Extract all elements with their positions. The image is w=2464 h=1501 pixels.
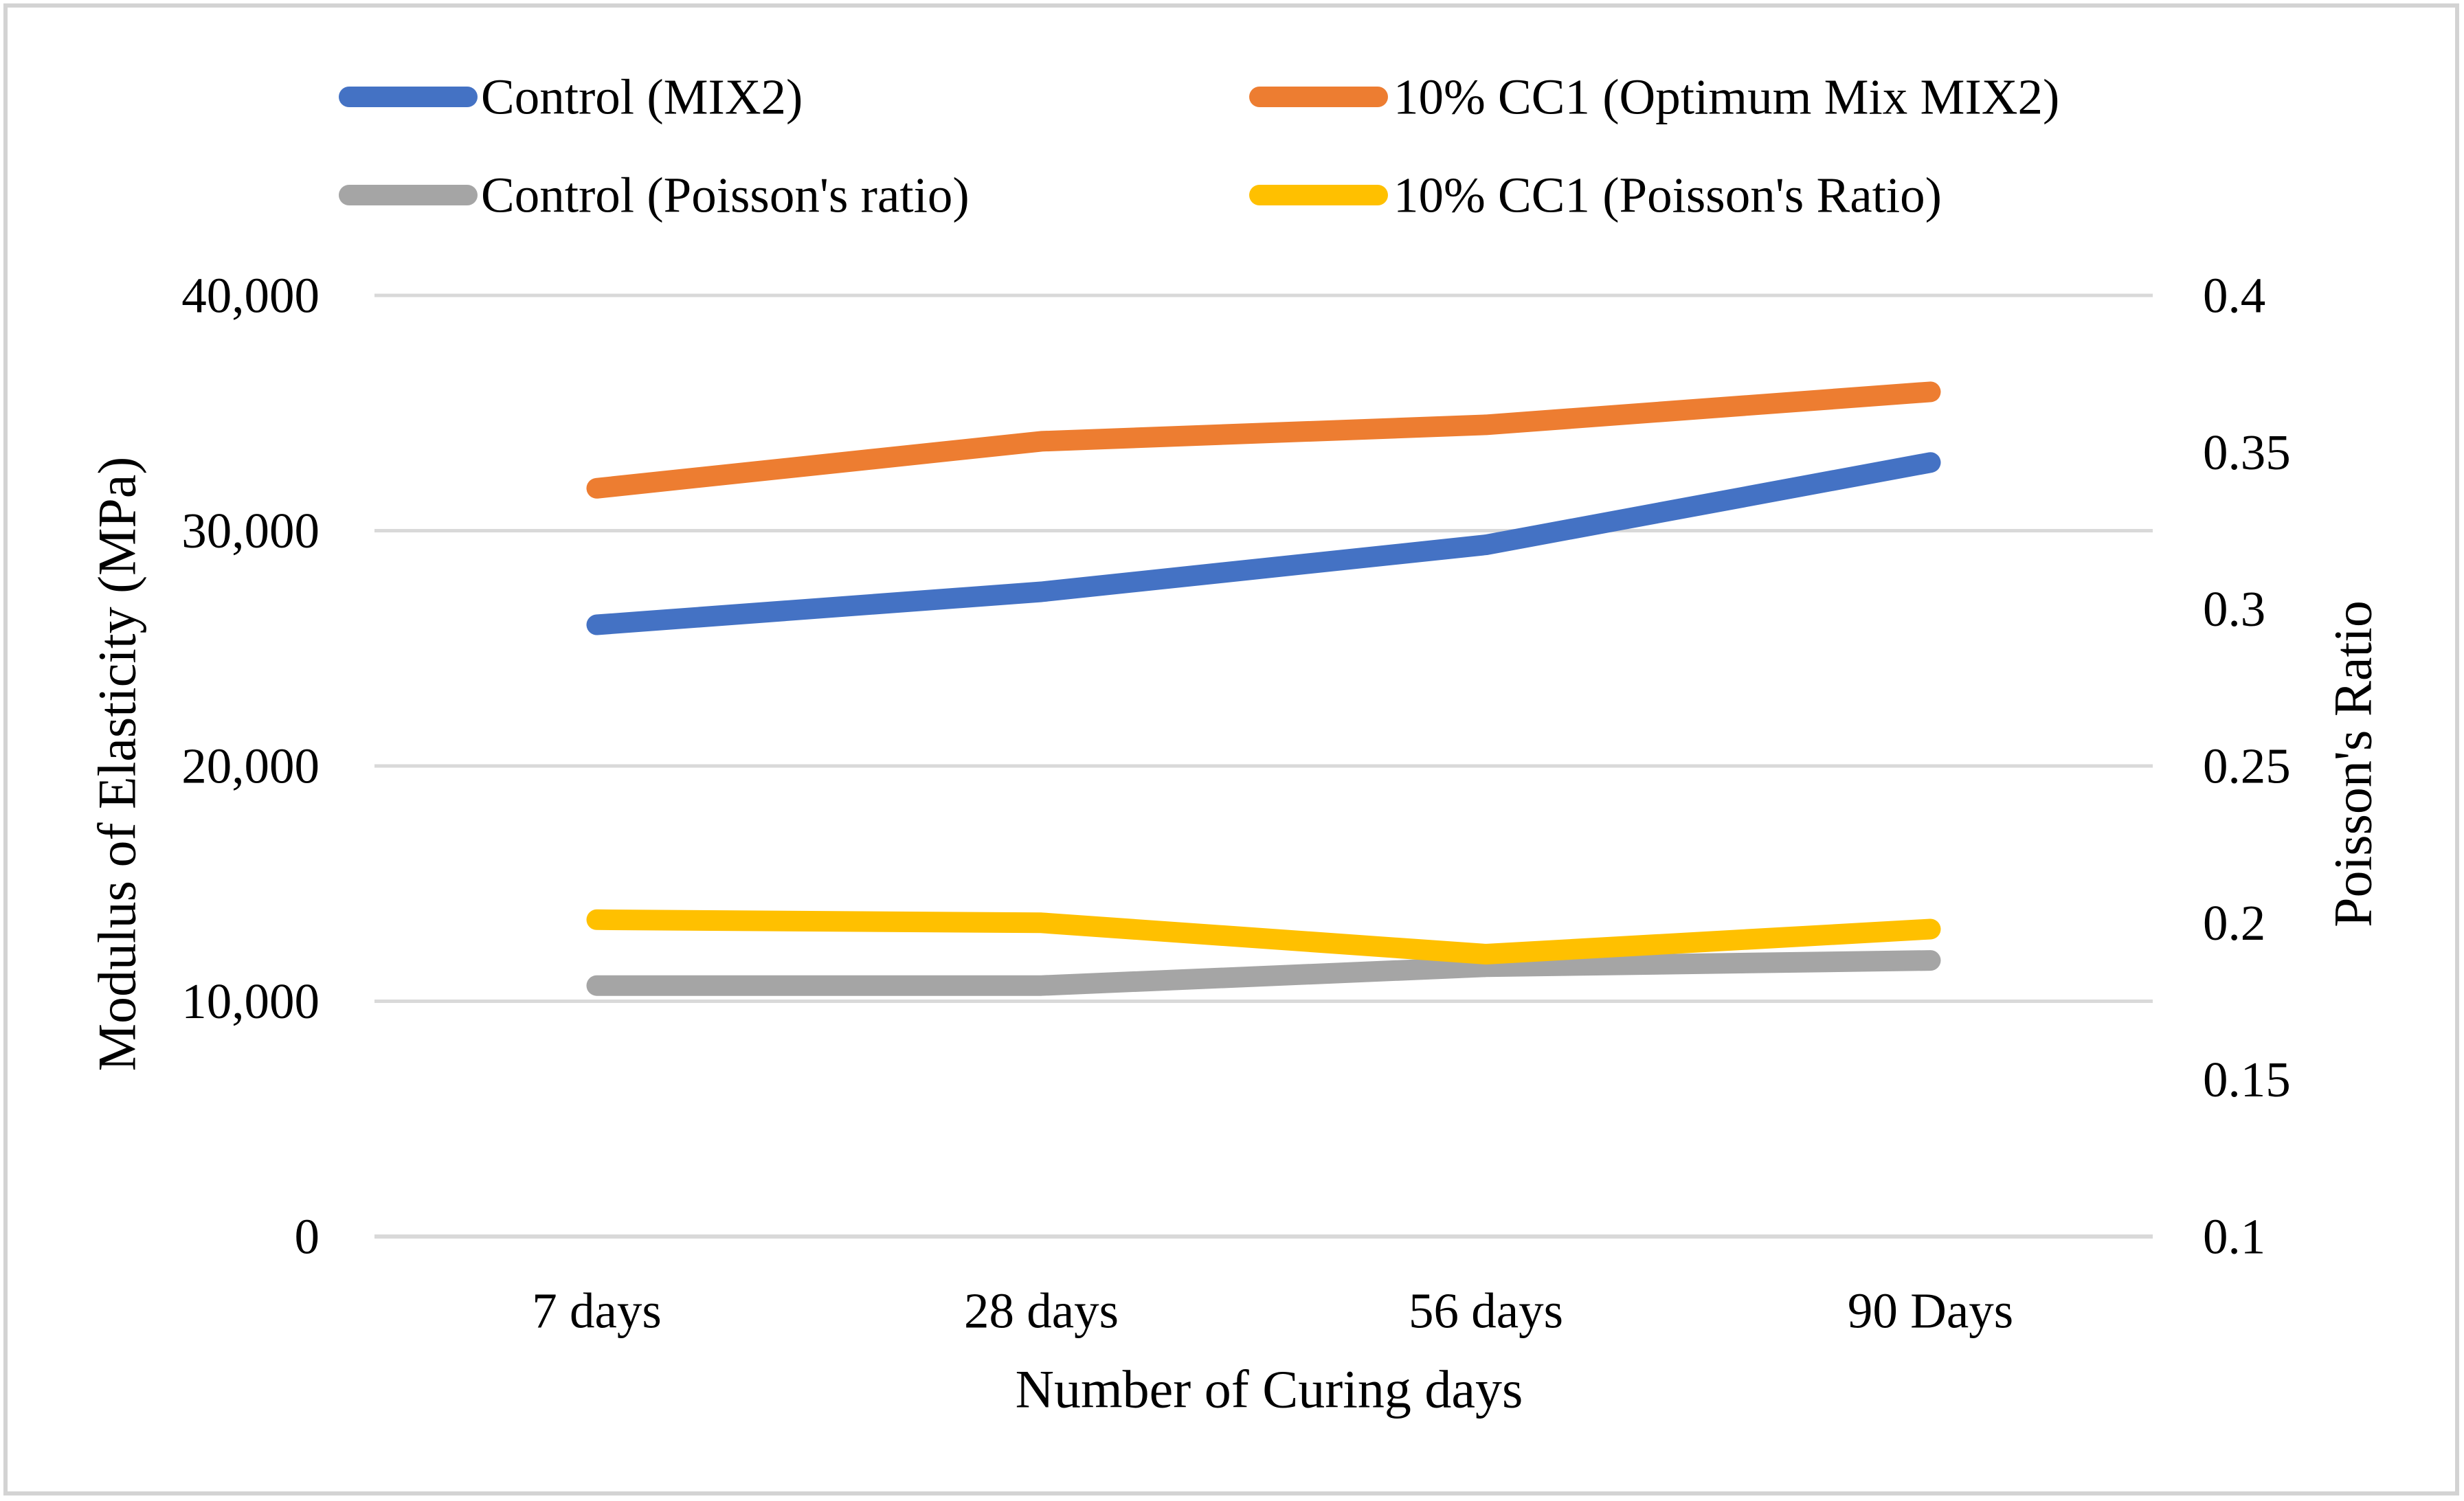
right-axis-tick-label: 0.3 bbox=[2203, 581, 2265, 637]
left-axis-tick-labels: 40,000 30,000 20,000 10,000 0 bbox=[181, 268, 320, 1265]
right-axis-tick-label: 0.2 bbox=[2203, 895, 2265, 951]
series-line-10pct-cc1-optimum-mix bbox=[586, 381, 1941, 499]
x-axis-category-label: 28 days bbox=[964, 1283, 1119, 1339]
x-axis-category-labels: 7 days 28 days 56 days 90 Days bbox=[532, 1283, 2013, 1339]
series-line-10pct-cc1-poissons-ratio bbox=[586, 909, 1941, 964]
left-axis-tick-label: 40,000 bbox=[181, 268, 320, 324]
legend-item-control-mix2: Control (MIX2) bbox=[339, 69, 803, 125]
legend-item-10pct-cc1-optimum-mix: 10% CC1 (Optimum Mix MIX2) bbox=[1249, 69, 2059, 125]
x-axis-category-label: 56 days bbox=[1409, 1283, 1563, 1339]
left-axis-tick-label: 20,000 bbox=[181, 738, 320, 794]
series-line-control-poissons-ratio bbox=[586, 950, 1941, 996]
chart-border bbox=[3, 3, 2459, 1496]
series-line-control-mix2 bbox=[586, 452, 1941, 635]
right-axis-tick-label: 0.1 bbox=[2203, 1209, 2265, 1265]
series-lines bbox=[586, 381, 1941, 996]
legend-item-10pct-cc1-poissons-ratio: 10% CC1 (Poisson's Ratio) bbox=[1249, 168, 1942, 223]
right-axis-tick-label: 0.35 bbox=[2203, 425, 2291, 480]
legend-label-control-mix2: Control (MIX2) bbox=[481, 69, 803, 125]
x-axis-category-label: 7 days bbox=[532, 1283, 662, 1339]
right-axis-tick-labels: 0.4 0.35 0.3 0.25 0.2 0.15 0.1 bbox=[2203, 268, 2291, 1265]
legend: Control (MIX2) 10% CC1 (Optimum Mix MIX2… bbox=[339, 69, 2059, 223]
x-axis-category-label: 90 Days bbox=[1848, 1283, 2013, 1339]
right-axis-tick-label: 0.15 bbox=[2203, 1052, 2291, 1107]
right-axis-title: Poisson's Ratio bbox=[2323, 600, 2383, 927]
left-axis-tick-label: 30,000 bbox=[181, 503, 320, 558]
x-axis-title: Number of Curing days bbox=[1016, 1359, 1523, 1419]
legend-label-10pct-cc1-poissons-ratio: 10% CC1 (Poisson's Ratio) bbox=[1393, 168, 1942, 223]
left-axis-tick-label: 0 bbox=[295, 1209, 320, 1265]
right-axis-tick-label: 0.25 bbox=[2203, 738, 2291, 794]
left-axis-tick-label: 10,000 bbox=[181, 973, 320, 1029]
legend-label-control-poissons-ratio: Control (Poisson's ratio) bbox=[481, 168, 970, 223]
left-axis-title: Modulus of Elasticity (MPa) bbox=[87, 457, 147, 1072]
right-axis-tick-label: 0.4 bbox=[2203, 268, 2265, 324]
legend-item-control-poissons-ratio: Control (Poisson's ratio) bbox=[339, 168, 970, 223]
legend-label-10pct-cc1-optimum-mix: 10% CC1 (Optimum Mix MIX2) bbox=[1393, 69, 2059, 125]
